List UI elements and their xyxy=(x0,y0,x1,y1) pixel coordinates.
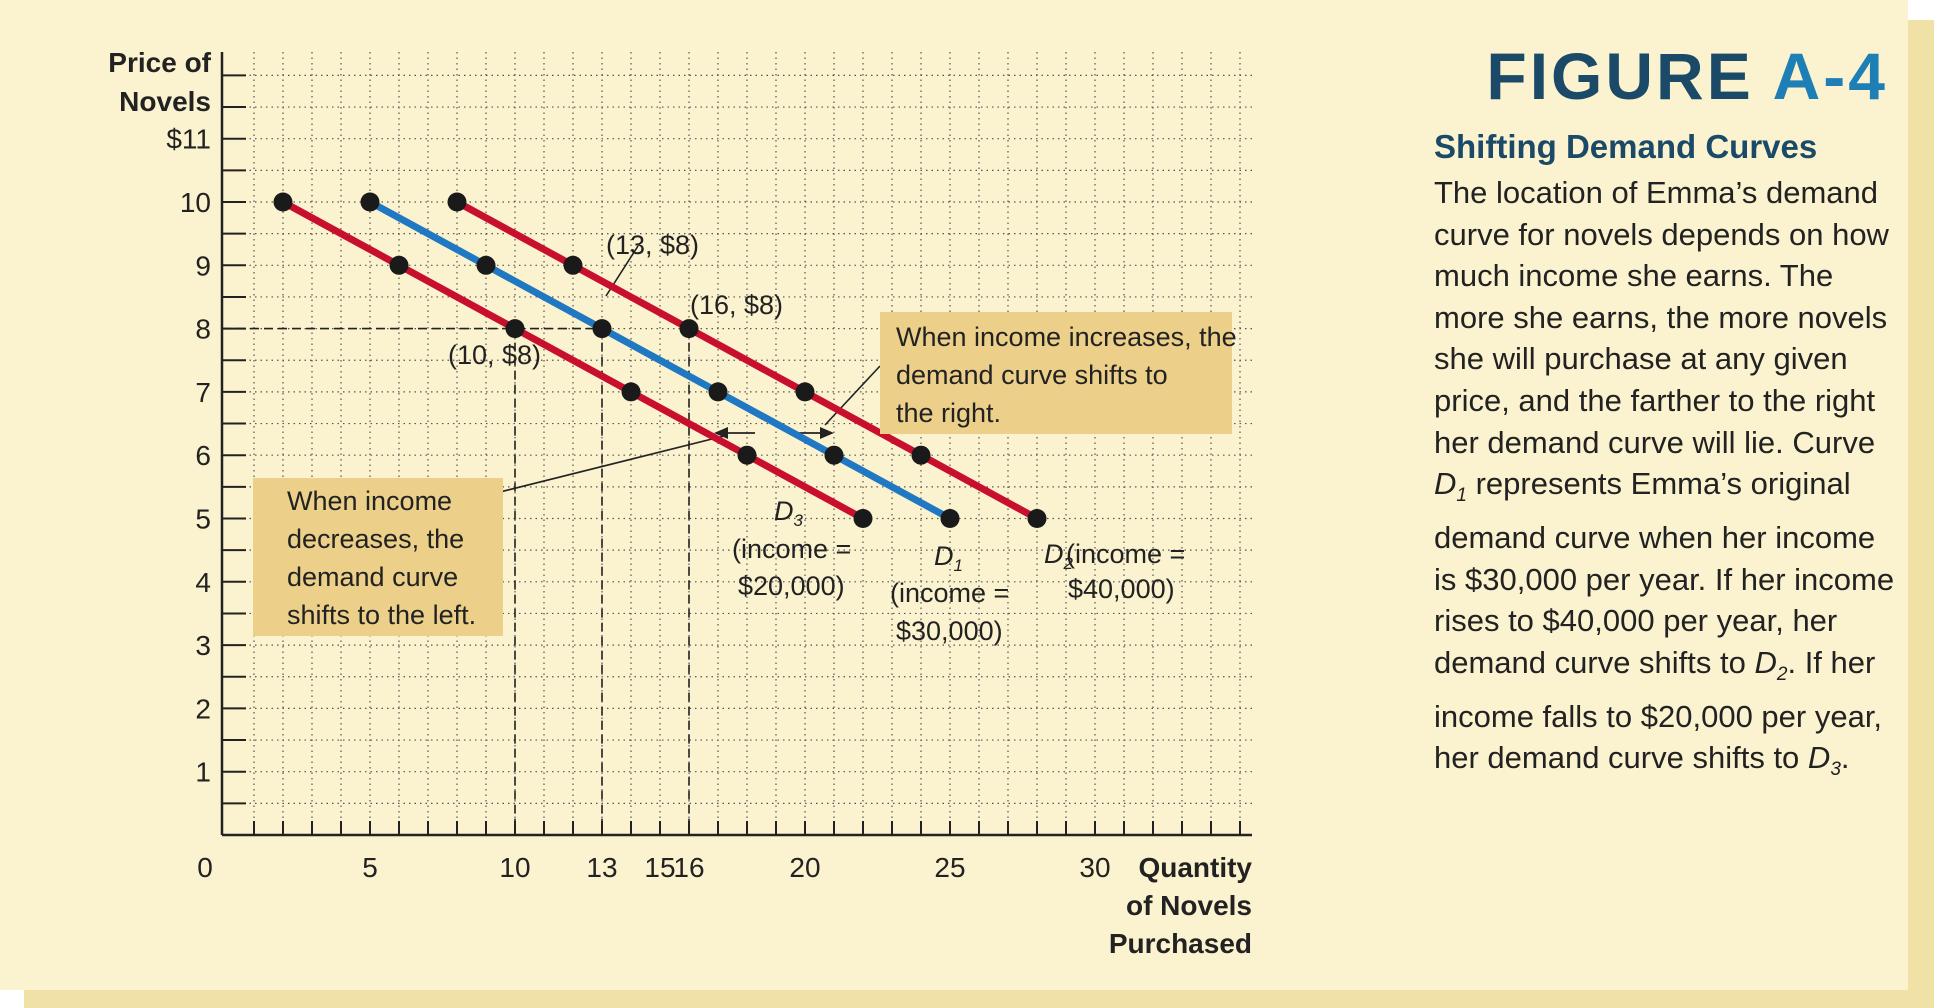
data-point xyxy=(592,319,612,339)
x-axis-label: Quantity xyxy=(1138,852,1252,883)
figure-number: A-4 xyxy=(1772,39,1888,113)
y-tick-label: 10 xyxy=(180,187,211,218)
x-tick-label: 5 xyxy=(362,852,378,883)
data-point xyxy=(708,382,728,402)
caption-curve-symbol: D1 xyxy=(1434,466,1467,507)
callout-text: demand curve shifts to xyxy=(896,360,1168,390)
y-axis-label: Price of xyxy=(108,47,211,78)
curve-label-subscript: 1 xyxy=(954,556,963,575)
arrow-left-head xyxy=(714,427,728,439)
data-point xyxy=(940,509,960,528)
point-label: (10, $8) xyxy=(448,340,541,370)
data-point xyxy=(505,319,525,339)
figure-label: FIGURE xyxy=(1486,39,1754,113)
caption-text: . xyxy=(1840,740,1850,776)
curve-label-income: $30,000) xyxy=(896,616,1003,646)
x-tick-label: 0 xyxy=(197,852,213,883)
y-tick-label: 4 xyxy=(195,567,211,598)
y-tick-label: 7 xyxy=(195,377,211,408)
point-label: (16, $8) xyxy=(690,290,783,320)
caption-text: represents Emma’s original demand curve … xyxy=(1434,466,1895,680)
curve-label-income: $40,000) xyxy=(1068,574,1175,604)
x-tick-label: 25 xyxy=(934,852,965,883)
data-point xyxy=(911,445,931,465)
y-tick-label: 6 xyxy=(195,440,211,471)
demand-curve-d2 xyxy=(453,198,1041,522)
data-point xyxy=(476,255,496,275)
callout-text: shifts to the left. xyxy=(287,600,476,630)
callout-text: demand curve xyxy=(287,562,458,592)
data-point xyxy=(360,192,380,212)
y-axis-label: Novels xyxy=(119,86,211,117)
callout-text: When income increases, the xyxy=(896,322,1237,352)
y-tick-label: 2 xyxy=(195,693,211,724)
x-tick-label: 15 xyxy=(644,852,675,883)
data-point xyxy=(1027,509,1047,528)
data-point xyxy=(389,255,409,275)
figure-heading: Shifting Demand Curves xyxy=(1434,128,1818,165)
x-tick-label: 10 xyxy=(499,852,530,883)
x-tick-label: 30 xyxy=(1079,852,1110,883)
callouts: When income increases, the demand curve s… xyxy=(253,312,1237,636)
callout-box-increase xyxy=(880,312,1232,434)
curve-label-subscript: 3 xyxy=(794,511,804,530)
curve-label-income: (income = xyxy=(1066,539,1185,569)
data-point xyxy=(737,445,757,465)
callout-box-decrease xyxy=(253,478,503,636)
x-axis-label: Purchased xyxy=(1109,928,1252,959)
callout-text: When income xyxy=(287,486,452,516)
data-point xyxy=(853,509,873,528)
data-point xyxy=(621,382,641,402)
grid xyxy=(222,52,1252,835)
x-tick-label: 13 xyxy=(586,852,617,883)
point-label: (13, $8) xyxy=(606,230,699,260)
arrow-right-head xyxy=(820,427,834,439)
caption-curve-symbol: D2 xyxy=(1754,644,1788,685)
y-tick-label: 5 xyxy=(195,504,211,535)
data-point xyxy=(563,255,583,275)
callout-text: decreases, the xyxy=(287,524,464,554)
caption-text: . If her income falls to $20,000 per yea… xyxy=(1434,644,1883,776)
guide-lines xyxy=(222,327,690,835)
x-tick-label: 20 xyxy=(789,852,820,883)
data-point xyxy=(824,445,844,465)
caption-curve-symbol: D3 xyxy=(1807,740,1841,781)
curve-label-name: D1 xyxy=(934,541,963,575)
curve-label-income: (income = xyxy=(732,534,851,564)
x-axis-label: of Novels xyxy=(1126,890,1252,921)
curve-label-income: $20,000) xyxy=(738,571,845,601)
y-tick-label: 1 xyxy=(195,757,211,788)
data-point xyxy=(679,319,699,339)
y-tick-label: 8 xyxy=(195,314,211,345)
figure-caption: The location of Emma’s demand curve for … xyxy=(1434,172,1904,791)
figure-title: FIGURE A-4 xyxy=(1486,38,1888,114)
leader-line-left xyxy=(487,434,729,496)
demand-curve-d1 xyxy=(366,198,954,522)
curve-label-name: D3 xyxy=(774,496,804,530)
data-point xyxy=(795,382,815,402)
caption-text: The location of Emma’s demand curve for … xyxy=(1434,175,1889,460)
leader-lines xyxy=(487,245,881,496)
callout-text: the right. xyxy=(896,398,1001,428)
leader-line-right xyxy=(824,365,881,426)
x-tick-label: 16 xyxy=(673,852,704,883)
data-point xyxy=(447,192,467,212)
demand-curve-d3 xyxy=(279,198,867,522)
y-tick-label: 3 xyxy=(195,630,211,661)
curve-label-income: (income = xyxy=(890,578,1009,608)
y-tick-label: 9 xyxy=(195,250,211,281)
data-point xyxy=(273,192,293,212)
labels: (10, $8) (13, $8) (16, $8) D3 (income = $20,0… xyxy=(448,230,1185,646)
series xyxy=(273,192,1047,528)
y-tick-label: $11 xyxy=(166,124,211,155)
curve-label-subscript: 2 xyxy=(1063,554,1074,573)
